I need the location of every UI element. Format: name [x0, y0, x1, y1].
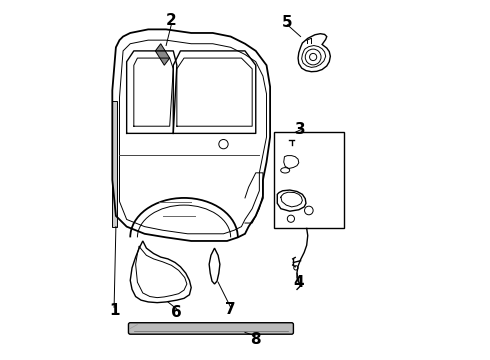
Text: 8: 8 [250, 332, 261, 347]
Text: 4: 4 [294, 275, 304, 290]
Bar [274, 132, 343, 228]
Text: 5: 5 [282, 15, 293, 30]
FancyBboxPatch shape [128, 323, 294, 334]
Text: 1: 1 [109, 303, 120, 318]
Text: 3: 3 [295, 122, 306, 137]
Text: 7: 7 [225, 302, 236, 316]
Text: 2: 2 [166, 13, 177, 28]
Polygon shape [155, 44, 170, 65]
Bar [112, 101, 117, 226]
Text: 6: 6 [172, 305, 182, 320]
